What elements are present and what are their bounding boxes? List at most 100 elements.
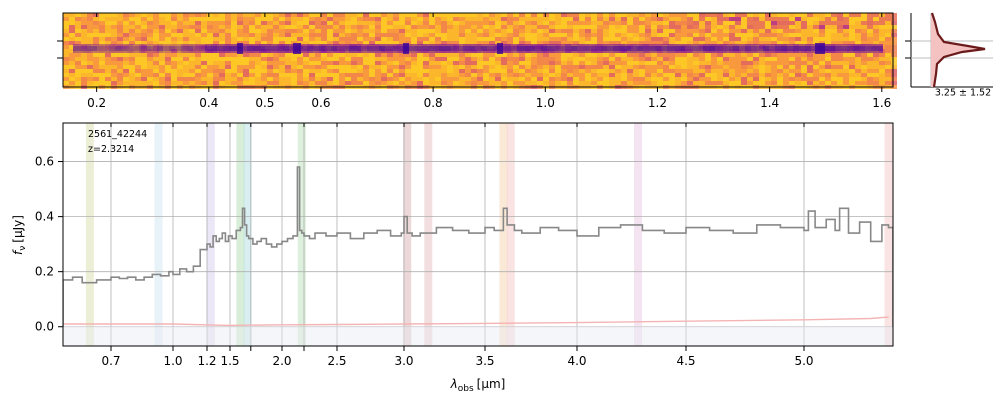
heatmap-cell (807, 53, 813, 57)
heatmap-cell (495, 69, 501, 73)
trace-cell (451, 44, 457, 53)
heatmap-cell (243, 41, 249, 45)
heatmap-cell (441, 29, 447, 33)
heatmap-cell (135, 61, 141, 65)
heatmap-cell (519, 37, 525, 41)
profile-fill (931, 13, 985, 87)
heatmap-cell (477, 81, 483, 85)
heatmap-cell (369, 13, 375, 17)
emission-band (85, 123, 94, 346)
heatmap-cell (615, 29, 621, 33)
heatmap-cell (537, 25, 543, 29)
heatmap-cell (339, 57, 345, 61)
heatmap-cell (201, 37, 207, 41)
heatmap-cell (111, 73, 117, 77)
heatmap-cell (849, 57, 855, 61)
heatmap-cell (603, 37, 609, 41)
heatmap-cell (843, 77, 849, 81)
heatmap-cell (297, 73, 303, 77)
heatmap-cell (831, 17, 837, 21)
heatmap-cell (819, 25, 825, 29)
heatmap-cell (417, 29, 423, 33)
heatmap-cell (537, 69, 543, 73)
heatmap-cell (771, 81, 777, 85)
heatmap-cell (621, 29, 627, 33)
heatmap-cell (429, 69, 435, 73)
heatmap-cell (303, 61, 309, 65)
heatmap-cell (783, 25, 789, 29)
trace-cell (841, 44, 847, 53)
trace-core-cell (409, 46, 415, 51)
trace-cell (607, 44, 613, 53)
heatmap-cell (285, 53, 291, 57)
heatmap-cell (111, 37, 117, 41)
heatmap-cell (153, 29, 159, 33)
trace-cell (589, 44, 595, 53)
heatmap-cell (717, 37, 723, 41)
heatmap-cell (285, 29, 291, 33)
heatmap-cell (669, 41, 675, 45)
heatmap-cell (627, 73, 633, 77)
heatmap-cell (675, 61, 681, 65)
heatmap-cell (669, 29, 675, 33)
heatmap-cell (759, 61, 765, 65)
heatmap-cell (219, 61, 225, 65)
heatmap-cell (225, 53, 231, 57)
heatmap-cell (171, 77, 177, 81)
trace-cell (133, 44, 139, 53)
heatmap-cell (195, 37, 201, 41)
heatmap-cell (231, 37, 237, 41)
heatmap-cell (639, 77, 645, 81)
heatmap-cell (327, 13, 333, 17)
heatmap-cell (243, 29, 249, 33)
heatmap-cell (429, 33, 435, 37)
heatmap-cell (675, 25, 681, 29)
heatmap-cell (279, 21, 285, 25)
heatmap-cell (369, 61, 375, 65)
heatmap-cell (507, 65, 513, 69)
heatmap-cell (261, 33, 267, 37)
heatmap-cell (327, 37, 333, 41)
heatmap-cell (273, 13, 279, 17)
heatmap-cell (93, 21, 99, 25)
heatmap-cell (531, 33, 537, 37)
heatmap-cell (687, 81, 693, 85)
heatmap-cell (363, 53, 369, 57)
heatmap-cell (861, 25, 867, 29)
heatmap-cell (495, 77, 501, 81)
heatmap-cell (303, 21, 309, 25)
heatmap-cell (807, 61, 813, 65)
heatmap-cell (135, 37, 141, 41)
trace-core-cell (619, 46, 625, 51)
heatmap-cell (603, 69, 609, 73)
heatmap-cell (201, 49, 207, 53)
heatmap-cell (393, 69, 399, 73)
heatmap-cell (291, 29, 297, 33)
heatmap-cell (783, 13, 789, 17)
trace-core-cell (397, 46, 403, 51)
heatmap-cell (135, 57, 141, 61)
heatmap-cell (291, 61, 297, 65)
heatmap-cell (237, 81, 243, 85)
heatmap-cell (267, 33, 273, 37)
heatmap-cell (447, 73, 453, 77)
heatmap-cell (789, 65, 795, 69)
heatmap-cell (771, 77, 777, 81)
heatmap-cell (837, 37, 843, 41)
main-ytick-label: 0.2 (35, 265, 54, 279)
heatmap-cell (129, 13, 135, 17)
heatmap-cell (765, 77, 771, 81)
heatmap-cell (135, 81, 141, 85)
heatmap-cell (411, 21, 417, 25)
heatmap-cell (105, 77, 111, 81)
heatmap-cell (369, 53, 375, 57)
heatmap-cell (489, 13, 495, 17)
heatmap-cell (501, 61, 507, 65)
heatmap-cell (627, 77, 633, 81)
heatmap-cell (615, 33, 621, 37)
heatmap-cell (891, 53, 897, 57)
heatmap-cell (699, 41, 705, 45)
trace-core-cell (343, 46, 349, 51)
trace-cell (463, 44, 469, 53)
heatmap-cell (303, 25, 309, 29)
